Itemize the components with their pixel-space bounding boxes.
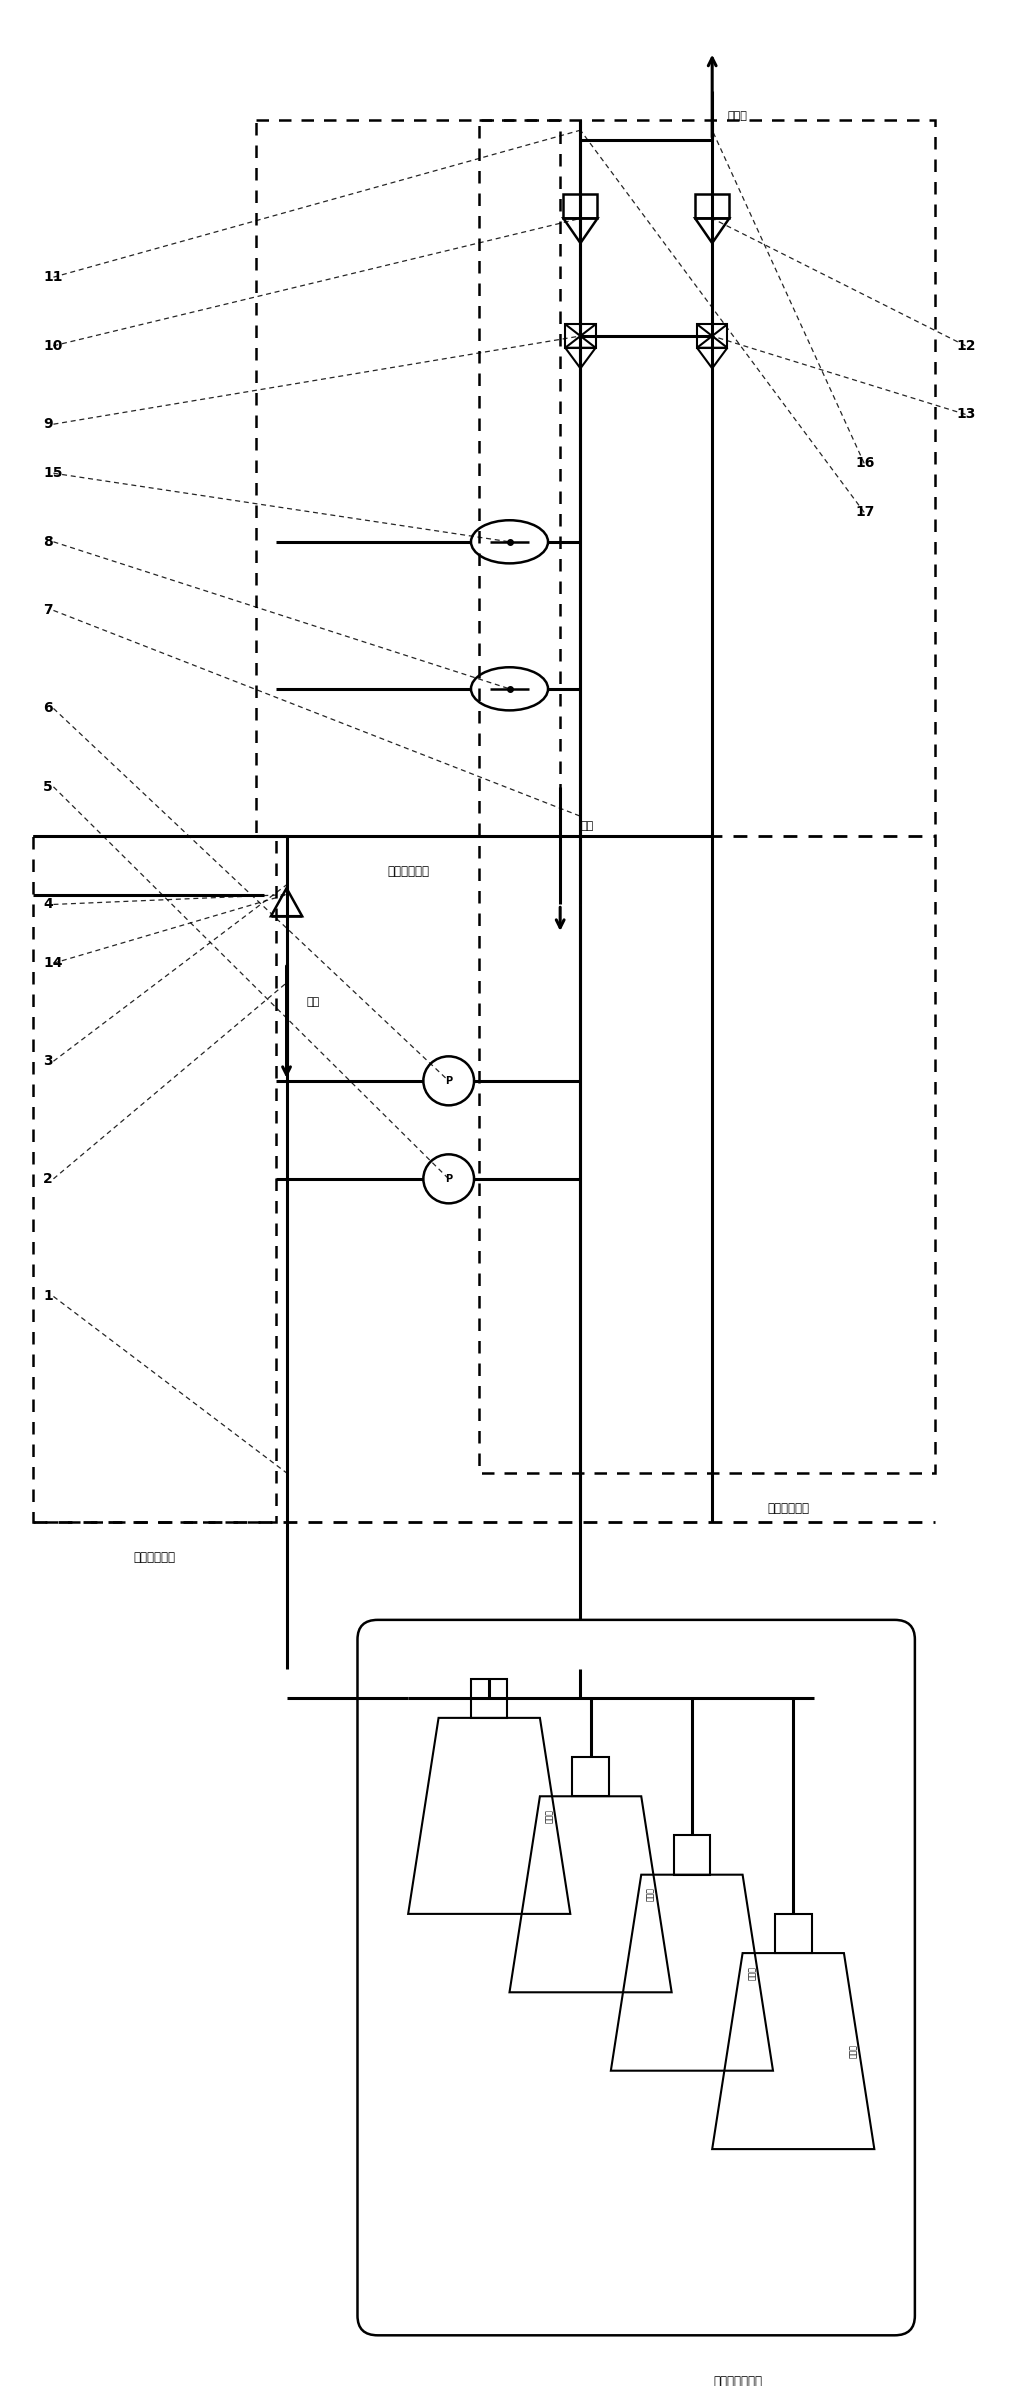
Text: 9: 9 xyxy=(44,418,53,432)
Text: 7: 7 xyxy=(44,604,53,618)
Bar xyxy=(695,193,730,220)
Text: 2: 2 xyxy=(44,1172,53,1186)
Text: 发动机: 发动机 xyxy=(646,1887,655,1902)
Bar xyxy=(674,1835,710,1875)
Text: 6: 6 xyxy=(44,701,53,716)
Text: 发动机: 发动机 xyxy=(748,1966,757,1980)
Text: 供给管路单元: 供给管路单元 xyxy=(133,1551,176,1565)
Text: 排气: 排气 xyxy=(307,997,320,1007)
Text: 17: 17 xyxy=(855,506,874,520)
Bar xyxy=(564,193,597,220)
Text: 5: 5 xyxy=(44,780,53,795)
Text: 12: 12 xyxy=(956,339,975,353)
Bar xyxy=(573,1756,608,1797)
Text: 四机并联发动机: 四机并联发动机 xyxy=(713,2374,762,2386)
Text: 排气: 排气 xyxy=(581,821,594,830)
Text: 13: 13 xyxy=(956,408,975,422)
Text: 状态控制单元: 状态控制单元 xyxy=(767,1503,809,1515)
Text: 14: 14 xyxy=(44,957,63,971)
Text: 发动机: 发动机 xyxy=(545,1809,554,1823)
Text: 通大气: 通大气 xyxy=(728,110,747,122)
Text: P: P xyxy=(445,1174,452,1183)
Text: 11: 11 xyxy=(44,270,63,284)
Text: 15: 15 xyxy=(44,465,63,480)
Text: 16: 16 xyxy=(855,456,874,470)
Text: 流量测量单元: 流量测量单元 xyxy=(387,866,429,878)
Text: 8: 8 xyxy=(44,534,53,549)
Text: 4: 4 xyxy=(44,897,53,911)
Bar xyxy=(775,1914,811,1954)
Bar xyxy=(566,324,596,348)
Text: 10: 10 xyxy=(44,339,63,353)
Bar xyxy=(471,1680,507,1718)
Text: 3: 3 xyxy=(44,1055,53,1069)
Bar xyxy=(697,324,728,348)
Text: 1: 1 xyxy=(44,1288,53,1303)
Text: P: P xyxy=(445,1076,452,1086)
Text: 发动机: 发动机 xyxy=(849,2045,858,2059)
